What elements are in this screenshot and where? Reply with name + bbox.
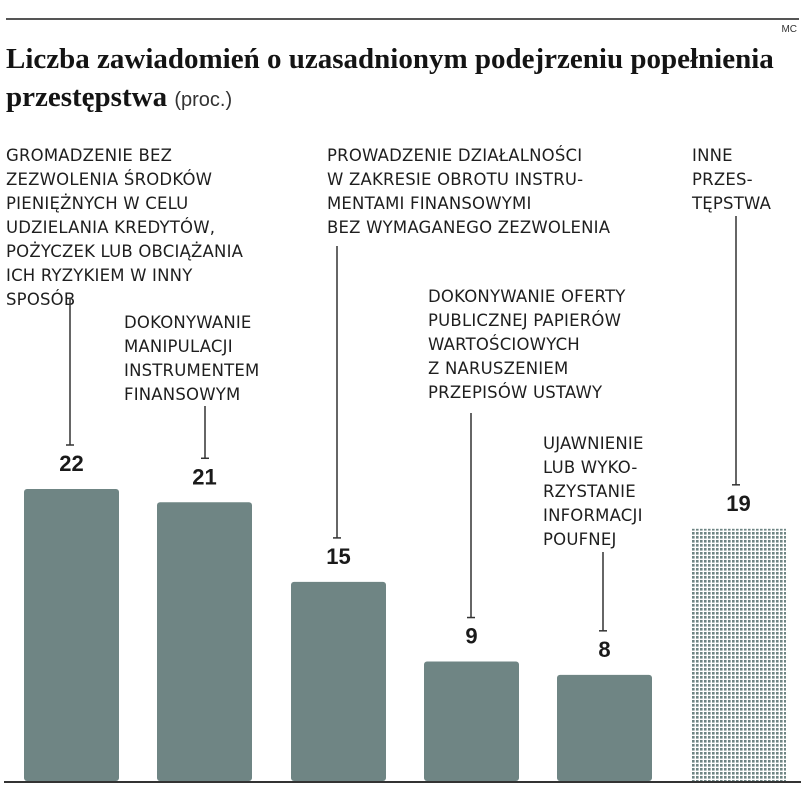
category-label-5: UJAWNIENIE LUB WYKO- RZYSTANIE INFORMACJ… <box>543 434 644 549</box>
title-text: Liczba zawiadomień o uzasadnionym podejr… <box>6 43 774 113</box>
bar-3 <box>291 581 386 781</box>
bar-2 <box>157 502 252 781</box>
leader-lines <box>66 216 740 632</box>
value-label-3: 15 <box>326 544 350 569</box>
category-label-6: INNE PRZES- TĘPSTWA <box>692 146 772 213</box>
value-label-6: 19 <box>726 491 750 516</box>
category-label-3: PROWADZENIE DZIAŁALNOŚCI W ZAKRESIE OBRO… <box>327 146 611 237</box>
bars <box>24 489 786 781</box>
category-label-1: GROMADZENIE BEZ ZEZWOLENIA ŚRODKÓW PIENI… <box>6 146 244 309</box>
top-rule <box>6 18 799 20</box>
bar-1 <box>24 489 119 781</box>
value-label-4: 9 <box>465 624 477 649</box>
category-label-4: DOKONYWANIE OFERTY PUBLICZNEJ PAPIERÓW W… <box>428 287 626 402</box>
value-label-5: 8 <box>598 637 610 662</box>
credit-label: MC <box>781 24 797 35</box>
value-labels: 22 21 15 9 8 19 <box>59 451 750 662</box>
unit-label: (proc.) <box>174 89 233 111</box>
value-label-1: 22 <box>59 451 83 476</box>
chart-title: Liczba zawiadomień o uzasadnionym podejr… <box>6 40 796 119</box>
bar-6 <box>691 528 786 781</box>
bar-4 <box>424 661 519 781</box>
bar-5 <box>557 674 652 781</box>
value-label-2: 21 <box>192 464 216 489</box>
category-label-2: DOKONYWANIE MANIPULACJI INSTRUMENTEM FIN… <box>124 313 260 404</box>
